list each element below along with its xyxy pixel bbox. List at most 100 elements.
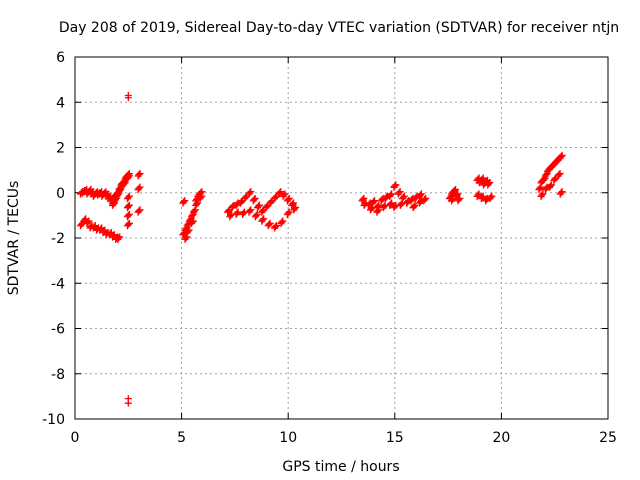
- data-point: [249, 197, 257, 205]
- data-point: [482, 197, 490, 205]
- data-point: [411, 195, 419, 203]
- data-point: [124, 220, 132, 228]
- data-point: [135, 207, 143, 215]
- data-point: [254, 202, 262, 210]
- x-tick-label: 15: [386, 430, 404, 446]
- data-point: [263, 202, 271, 210]
- data-point: [541, 172, 549, 180]
- data-point: [360, 201, 368, 209]
- data-point: [374, 207, 382, 215]
- data-point: [408, 196, 416, 204]
- data-point: [540, 175, 548, 183]
- data-point: [251, 213, 259, 221]
- data-point: [184, 220, 192, 228]
- data-point: [412, 193, 420, 201]
- data-point: [228, 204, 236, 212]
- data-point: [291, 205, 299, 213]
- data-point: [180, 229, 188, 237]
- data-point: [482, 196, 490, 204]
- data-point: [450, 188, 458, 196]
- data-point: [116, 186, 124, 194]
- data-point: [478, 175, 486, 183]
- data-point: [229, 202, 237, 210]
- data-point: [183, 222, 191, 230]
- data-point: [245, 190, 253, 198]
- data-point: [112, 196, 120, 204]
- data-point: [245, 208, 253, 216]
- data-point: [541, 186, 549, 194]
- data-point: [366, 206, 374, 214]
- data-point: [259, 216, 267, 224]
- data-point: [241, 195, 249, 203]
- data-point: [369, 198, 377, 206]
- data-point: [409, 204, 417, 212]
- y-tick-label: -8: [51, 367, 65, 383]
- data-point: [250, 196, 258, 204]
- data-point: [290, 206, 298, 214]
- data-point: [124, 399, 132, 407]
- data-point: [399, 193, 407, 201]
- data-point: [266, 199, 274, 207]
- x-tick-label: 25: [599, 430, 617, 446]
- data-point: [381, 195, 389, 203]
- data-point: [288, 200, 296, 208]
- data-point: [277, 220, 285, 228]
- data-point: [276, 189, 284, 197]
- data-point: [410, 202, 418, 210]
- data-point: [109, 201, 117, 209]
- y-tick-label: 2: [56, 141, 65, 157]
- data-point: [265, 220, 273, 228]
- x-tick-label: 0: [71, 430, 80, 446]
- data-point: [539, 177, 547, 185]
- y-tick-label: -6: [51, 322, 65, 338]
- data-point: [259, 207, 267, 215]
- data-point: [556, 154, 564, 162]
- data-point: [264, 222, 272, 230]
- data-point: [367, 205, 375, 213]
- data-point: [239, 209, 247, 217]
- data-point: [403, 199, 411, 207]
- data-point: [225, 207, 233, 215]
- data-point: [258, 208, 266, 216]
- data-point: [557, 153, 565, 161]
- data-point: [359, 196, 367, 204]
- data-point: [284, 196, 292, 204]
- data-point: [454, 197, 462, 205]
- y-tick-label: 6: [56, 50, 65, 66]
- data-point: [283, 197, 291, 205]
- data-point: [77, 222, 85, 230]
- data-point: [196, 195, 204, 203]
- data-point: [538, 191, 546, 199]
- data-point: [258, 217, 266, 225]
- data-point: [394, 190, 402, 198]
- data-point: [536, 184, 544, 192]
- data-point: [390, 204, 398, 212]
- chart-title: Day 208 of 2019, Sidereal Day-to-day VTE…: [59, 20, 619, 36]
- data-point: [416, 199, 424, 207]
- data-point: [386, 192, 394, 200]
- data-point: [115, 188, 123, 196]
- data-point: [421, 196, 429, 204]
- data-point: [115, 234, 123, 242]
- data-point: [473, 192, 481, 200]
- y-axis-ticks: -10 -8 -6 -4 -2 0 2 4 6: [42, 50, 608, 428]
- data-point: [252, 211, 260, 219]
- x-axis-label: GPS time / hours: [282, 459, 399, 475]
- data-point: [380, 202, 388, 210]
- data-point: [382, 193, 390, 201]
- data-point: [379, 204, 387, 212]
- data-point: [377, 197, 385, 205]
- data-point: [190, 207, 198, 215]
- data-points: [77, 91, 566, 407]
- data-point: [283, 210, 291, 218]
- data-point: [477, 177, 485, 185]
- data-point: [373, 208, 381, 216]
- data-point: [535, 186, 543, 194]
- data-point: [83, 220, 91, 228]
- data-point: [271, 193, 279, 201]
- data-point: [197, 193, 205, 201]
- data-point: [288, 201, 296, 209]
- data-point: [123, 195, 131, 203]
- chart-grid: [75, 57, 608, 419]
